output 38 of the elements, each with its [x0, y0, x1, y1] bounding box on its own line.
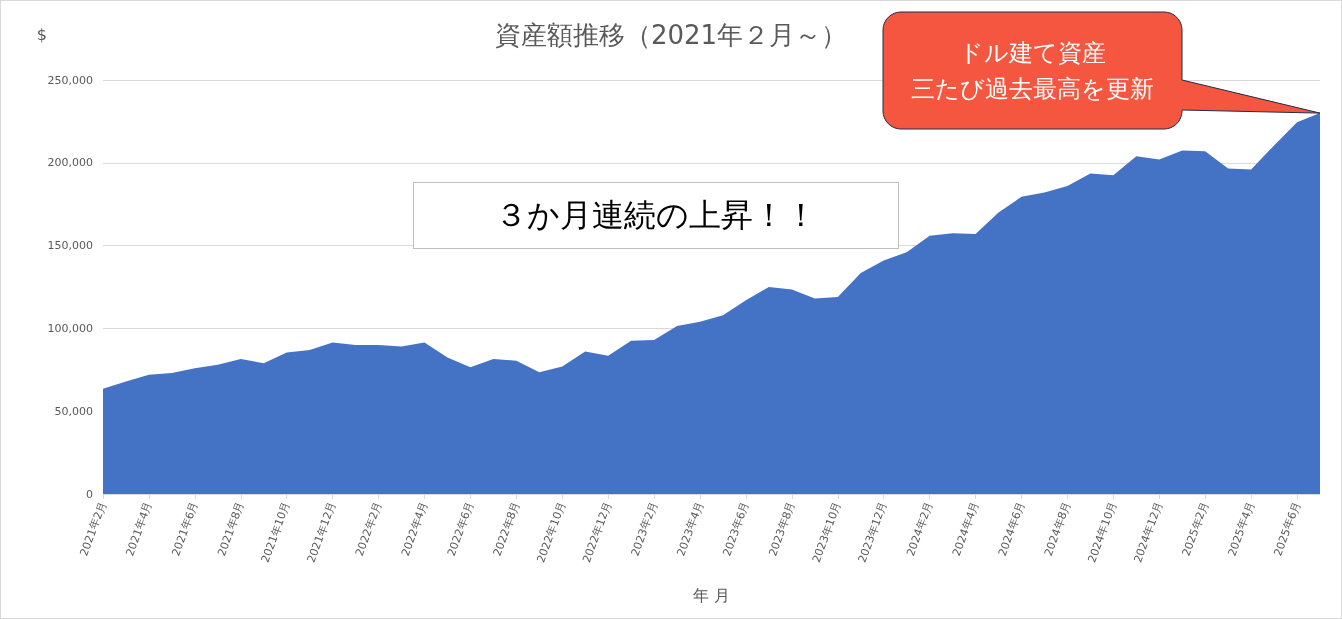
x-tick-label: 2021年8月 — [215, 499, 247, 558]
x-tick-label: 2024年12月 — [1131, 499, 1166, 565]
x-tick-label: 2021年4月 — [123, 499, 156, 558]
x-tick-label: 2023年2月 — [628, 499, 661, 558]
chart-title: 資産額推移（2021年２月～） — [494, 20, 848, 50]
x-tick-label: 2022年10月 — [534, 499, 569, 565]
x-tick-label: 2022年8月 — [490, 499, 523, 558]
x-tick-label: 2025年2月 — [1179, 499, 1212, 558]
x-tick-label: 2021年12月 — [304, 499, 339, 565]
x-tick-label: 2021年10月 — [258, 499, 293, 565]
x-tick-label: 2023年4月 — [674, 499, 707, 558]
y-tick-label: 100,000 — [47, 321, 93, 335]
x-tick-label: 2024年4月 — [949, 499, 982, 558]
x-tick-label: 2023年6月 — [720, 499, 753, 558]
x-tick-label: 2024年10月 — [1085, 499, 1120, 565]
x-tick-label: 2022年2月 — [352, 499, 385, 558]
x-tick-label: 2022年12月 — [580, 499, 615, 565]
x-tick-label: 2024年8月 — [1041, 499, 1074, 558]
x-tick-label: 2025年6月 — [1271, 499, 1304, 558]
x-tick-label: 2023年10月 — [809, 499, 844, 565]
x-tick-label: 2024年6月 — [995, 499, 1028, 558]
x-tick-label: 2025年4月 — [1225, 499, 1258, 558]
annotation: ドル建て資産三たび過去最高を更新 — [911, 37, 1154, 105]
y-tick-label: 250,000 — [47, 73, 93, 87]
y-tick-label: 50,000 — [54, 404, 93, 418]
x-tick-label: 2022年6月 — [444, 499, 477, 558]
x-tick-label: 2021年6月 — [169, 499, 201, 558]
x-tick-label: 2024年2月 — [904, 499, 936, 558]
annotation: ３か月連続の上昇！！ — [495, 194, 817, 236]
y-tick-label: 200,000 — [47, 156, 93, 170]
y-axis-title: $ — [36, 24, 47, 44]
x-tick-label: 2022年4月 — [398, 499, 431, 558]
x-tick-label: 2023年12月 — [855, 499, 890, 565]
x-axis-title: 年 月 — [692, 585, 731, 605]
y-tick-label: 0 — [86, 487, 93, 501]
x-tick-label: 2021年2月 — [77, 499, 110, 558]
x-tick-label: 2023年8月 — [766, 499, 798, 558]
y-tick-label: 150,000 — [47, 239, 93, 253]
